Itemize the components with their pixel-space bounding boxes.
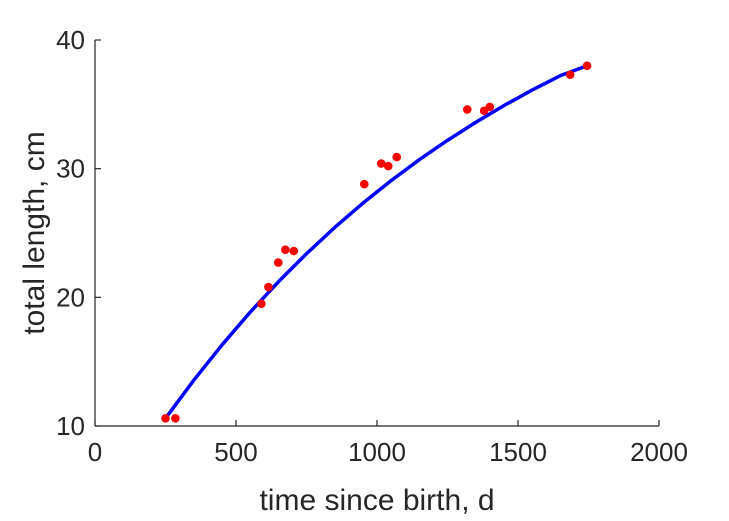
data-point bbox=[565, 70, 575, 80]
x-axis-label: time since birth, d bbox=[259, 484, 494, 517]
y-axis-label: total length, cm bbox=[18, 131, 51, 334]
x-tick-label: 1500 bbox=[489, 437, 547, 467]
data-point bbox=[289, 246, 299, 256]
tick-marks bbox=[94, 39, 660, 427]
data-point bbox=[582, 61, 592, 71]
x-tick-label: 1000 bbox=[348, 437, 406, 467]
tick-labels: 0 500 1000 1500 2000 10 20 30 40 bbox=[56, 25, 688, 467]
data-point bbox=[392, 152, 402, 162]
x-tick-label: 500 bbox=[214, 437, 257, 467]
data-point bbox=[462, 105, 472, 114]
data-point bbox=[264, 282, 273, 292]
data-point bbox=[257, 299, 266, 309]
data-point bbox=[161, 413, 170, 423]
axes bbox=[94, 40, 659, 427]
y-tick-label: 20 bbox=[56, 282, 85, 312]
data-point bbox=[485, 102, 495, 112]
plot-area bbox=[161, 61, 592, 423]
y-tick-label: 30 bbox=[56, 154, 85, 184]
fit-curve bbox=[163, 63, 589, 421]
y-tick-label: 40 bbox=[56, 25, 85, 55]
x-tick-label: 2000 bbox=[630, 437, 688, 467]
y-tick-label: 10 bbox=[56, 411, 85, 441]
x-tick-label: 0 bbox=[88, 437, 102, 467]
data-point bbox=[171, 413, 180, 423]
data-point bbox=[281, 245, 290, 255]
data-point bbox=[383, 161, 393, 171]
data-point bbox=[274, 258, 283, 267]
data-point bbox=[376, 159, 386, 168]
data-point bbox=[360, 179, 369, 189]
